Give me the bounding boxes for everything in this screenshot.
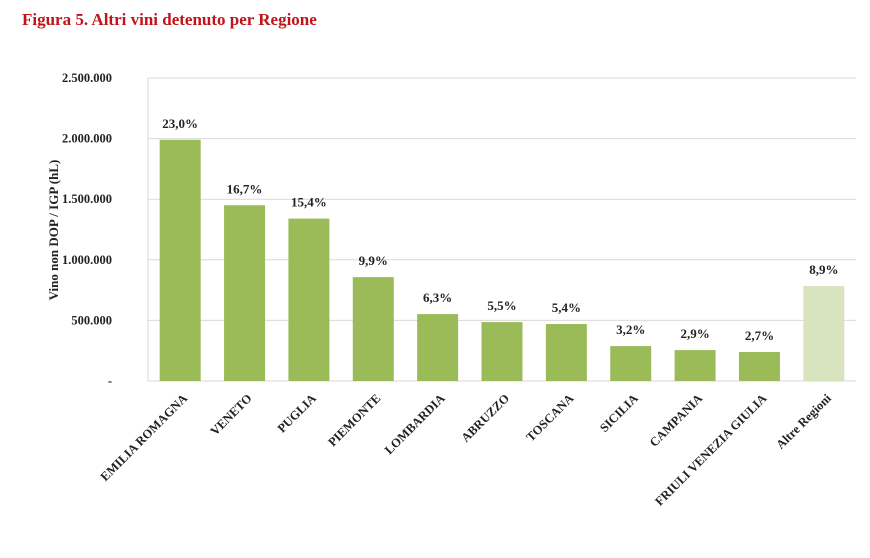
data-label: 15,4%: [291, 195, 327, 210]
data-label: 6,3%: [423, 290, 452, 305]
bar: [674, 350, 716, 381]
data-label: 3,2%: [616, 322, 645, 337]
x-tick-label: PIEMONTE: [325, 391, 383, 449]
bar: [288, 218, 330, 381]
x-tick-label: Altre Regioni: [773, 391, 834, 452]
y-tick-label: 1.500.000: [62, 192, 112, 206]
x-tick-label: EMILIA ROMAGNA: [98, 391, 191, 484]
bar: [159, 139, 201, 381]
y-tick-label: -: [108, 374, 112, 388]
bar: [738, 352, 780, 381]
x-tick-label: SICILIA: [597, 391, 641, 435]
y-tick-label: 500.000: [71, 313, 112, 327]
y-tick-label: 2.500.000: [62, 71, 112, 85]
data-label: 2,9%: [680, 326, 709, 341]
y-axis-label: Vino non DOP / IGP (hL): [46, 160, 61, 301]
x-tick-label: CAMPANIA: [647, 391, 705, 449]
data-label: 9,9%: [359, 253, 388, 268]
bar: [545, 324, 587, 381]
x-tick-label: VENETO: [208, 391, 255, 438]
data-label: 8,9%: [809, 262, 838, 277]
x-tick-label: TOSCANA: [524, 391, 577, 444]
bar: [610, 346, 652, 381]
data-label: 16,7%: [227, 181, 263, 196]
bar: [352, 277, 394, 381]
chart-title: Figura 5. Altri vini detenuto per Region…: [22, 10, 317, 29]
y-tick-label: 1.000.000: [62, 253, 112, 267]
x-tick-label: FRIULI VENEZIA GIULIA: [652, 391, 769, 508]
bar: [417, 314, 459, 381]
y-tick-label: 2.000.000: [62, 132, 112, 146]
data-label: 5,5%: [487, 298, 516, 313]
bar: [481, 322, 523, 381]
bar: [803, 286, 845, 381]
bar: [224, 205, 266, 381]
x-tick-label: ABRUZZO: [459, 391, 513, 445]
x-tick-label: PUGLIA: [275, 391, 319, 435]
x-tick-label: LOMBARDIA: [382, 391, 448, 457]
data-label: 5,4%: [552, 300, 581, 315]
data-label: 23,0%: [162, 116, 198, 131]
data-label: 2,7%: [745, 328, 774, 343]
